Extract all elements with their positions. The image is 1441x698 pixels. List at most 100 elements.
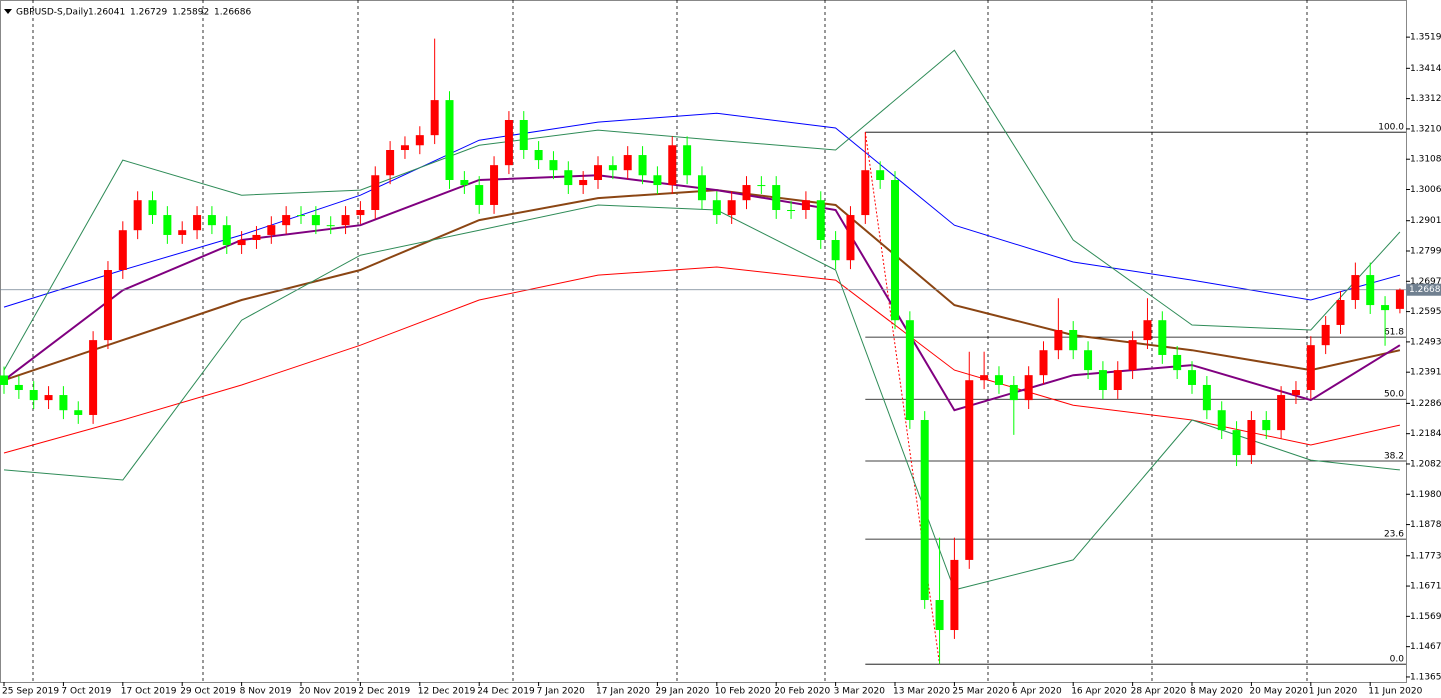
candle-body xyxy=(430,100,439,136)
candle-body xyxy=(445,100,454,181)
candle-body xyxy=(846,215,855,261)
candle-body xyxy=(994,375,1003,385)
x-tick-label: 17 Jan 2020 xyxy=(596,687,650,697)
x-tick-label: 29 Jan 2020 xyxy=(655,687,709,697)
y-tick-label: 1.34140 xyxy=(1410,64,1441,74)
candle-body xyxy=(1009,384,1018,401)
x-tick-label: 25 Sep 2019 xyxy=(2,687,59,697)
candle-body xyxy=(222,225,231,246)
candle-body xyxy=(638,155,647,176)
candle-body xyxy=(1084,350,1093,371)
y-tick-label: 1.35190 xyxy=(1410,33,1441,43)
fib-label: 23.6 xyxy=(1384,530,1404,540)
y-tick-label: 1.22860 xyxy=(1410,399,1441,409)
header-open: 1.26041 xyxy=(88,8,125,18)
candle-body xyxy=(341,215,350,226)
x-tick-label: 17 Oct 2019 xyxy=(121,687,177,697)
x-tick-label: 24 Dec 2019 xyxy=(477,687,535,697)
candle-body xyxy=(787,210,796,212)
candle-body xyxy=(519,120,528,151)
candle-body xyxy=(44,395,53,401)
y-tick-label: 1.15690 xyxy=(1410,612,1441,622)
x-tick-label: 8 May 2020 xyxy=(1190,687,1243,697)
candle-body xyxy=(148,200,157,216)
candle-body xyxy=(371,175,380,211)
plot-frame xyxy=(0,0,1407,683)
candle-body xyxy=(267,225,276,235)
y-tick-label: 1.30060 xyxy=(1410,185,1441,195)
menu-arrow xyxy=(4,9,12,14)
candle-body xyxy=(1381,305,1390,311)
candle-body xyxy=(950,559,959,631)
x-tick-label: 6 Apr 2020 xyxy=(1012,687,1062,697)
header-close: 1.26686 xyxy=(214,8,251,18)
x-tick-label: 7 Oct 2019 xyxy=(61,687,111,697)
candle-body xyxy=(1098,370,1107,391)
x-tick-label: 11 Jun 2020 xyxy=(1368,687,1422,697)
candle-body xyxy=(920,420,929,601)
candle-body xyxy=(1188,370,1197,385)
candle-body xyxy=(89,340,98,415)
candle-body xyxy=(742,185,751,201)
candle-body xyxy=(297,215,306,217)
candle-body xyxy=(74,410,83,415)
candle-body xyxy=(400,145,409,151)
candle-body xyxy=(683,145,692,176)
candle-body xyxy=(1366,275,1375,306)
candle-body xyxy=(207,215,216,226)
candle-body xyxy=(876,170,885,181)
candle-body xyxy=(594,165,603,181)
candle-body xyxy=(1247,420,1256,456)
y-tick-label: 1.13650 xyxy=(1410,672,1441,682)
y-tick-label: 1.14670 xyxy=(1410,642,1441,652)
fib-label: 61.8 xyxy=(1384,328,1404,338)
x-tick-label: 2 Dec 2019 xyxy=(358,687,410,697)
candle-body xyxy=(697,175,706,201)
fib-label: 0.0 xyxy=(1390,655,1405,665)
indicator-line xyxy=(3,49,1401,371)
candle-body xyxy=(118,230,127,271)
candle-body xyxy=(1069,330,1078,351)
candle-body xyxy=(1291,390,1300,396)
fib-label: 100.0 xyxy=(1378,123,1404,133)
x-tick-label: 16 Apr 2020 xyxy=(1071,687,1127,697)
candle-body xyxy=(1351,275,1360,301)
candle-body xyxy=(534,150,543,161)
candle-body xyxy=(653,175,662,186)
candle-body xyxy=(1321,324,1330,346)
candle-body xyxy=(504,120,513,166)
y-tick-label: 1.16710 xyxy=(1410,582,1441,592)
candle-body xyxy=(1277,395,1286,431)
candle-body xyxy=(103,270,112,341)
candle-body xyxy=(237,240,246,246)
candle-body xyxy=(727,200,736,216)
candle-body xyxy=(1039,350,1048,376)
candle-body xyxy=(831,240,840,261)
y-tick-label: 1.32100 xyxy=(1410,124,1441,134)
candle-body xyxy=(861,170,870,216)
candle-body xyxy=(59,395,68,411)
header-high: 1.26729 xyxy=(130,8,167,18)
candle-body xyxy=(14,384,23,391)
candle-body xyxy=(564,170,573,186)
x-tick-label: 7 Jan 2020 xyxy=(537,687,585,697)
y-tick-label: 1.19800 xyxy=(1410,490,1441,500)
candle-body xyxy=(1173,354,1182,371)
candle-body xyxy=(1143,320,1152,341)
candle-body xyxy=(386,150,395,176)
candle-body xyxy=(1306,345,1315,391)
y-tick-label: 1.26970 xyxy=(1410,277,1441,287)
candle-body xyxy=(282,215,291,226)
candle-body xyxy=(475,185,484,205)
x-tick-label: 10 Feb 2020 xyxy=(715,687,771,697)
candle-body xyxy=(935,600,944,631)
candle-body xyxy=(1262,420,1271,431)
x-tick-label: 3 Mar 2020 xyxy=(834,687,886,697)
candle-body xyxy=(1024,375,1033,401)
candle-body xyxy=(549,160,558,171)
candle-body xyxy=(1054,330,1063,351)
y-tick-label: 1.20820 xyxy=(1410,459,1441,469)
candle-body xyxy=(193,215,202,231)
candle-body xyxy=(490,165,499,205)
